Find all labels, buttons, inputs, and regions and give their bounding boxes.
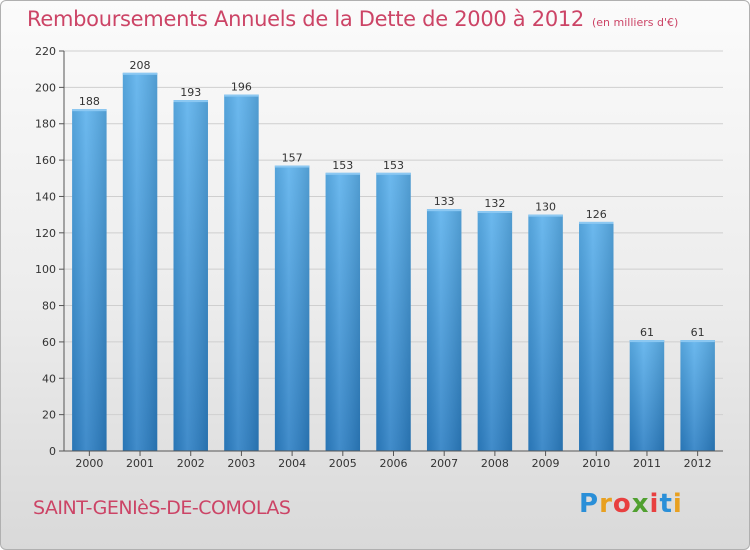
bar-layer <box>72 72 715 452</box>
x-tick-label: 2007 <box>430 457 458 470</box>
bar-top <box>325 172 361 175</box>
x-tick-label: 2000 <box>75 457 103 470</box>
bar-value-label: 61 <box>640 326 654 339</box>
bar-top <box>680 340 715 343</box>
commune-name: SAINT-GENIèS-DE-COMOLAS <box>33 497 291 519</box>
bar-2004 <box>274 165 310 451</box>
bar-top <box>224 94 259 97</box>
y-tick-label: 180 <box>35 118 56 131</box>
bar-value-label: 61 <box>691 326 705 339</box>
bar-shade <box>173 100 208 451</box>
bar-top <box>629 340 665 343</box>
x-tick-label: 2010 <box>582 457 610 470</box>
x-tick-label: 2005 <box>329 457 357 470</box>
bar-value-label: 157 <box>282 152 303 165</box>
x-tick-label: 2011 <box>633 457 661 470</box>
bar-value-label: 126 <box>586 208 607 221</box>
bar-value-label: 153 <box>383 159 404 172</box>
x-tick-label: 2003 <box>227 457 255 470</box>
chart-title-text: Remboursements Annuels de la Dette de 20… <box>27 7 584 31</box>
logo-letter: i <box>649 489 660 519</box>
bar-shade <box>224 94 259 452</box>
bar-shade <box>579 221 614 451</box>
x-tick-label: 2008 <box>481 457 509 470</box>
logo-letter: o <box>612 489 632 519</box>
x-tick-label: 2004 <box>278 457 306 470</box>
x-tick-label: 2006 <box>380 457 408 470</box>
bar-value-label: 196 <box>231 81 252 94</box>
bar-shade <box>680 340 715 451</box>
bar-top <box>122 72 158 75</box>
bar-top <box>579 221 614 224</box>
bar-2005 <box>325 172 361 451</box>
chart-subtitle: (en milliers d'€) <box>592 16 679 29</box>
y-tick-label: 140 <box>35 190 56 203</box>
y-tick-label: 100 <box>35 263 56 276</box>
bar-top <box>72 109 107 112</box>
bar-top <box>274 165 310 168</box>
bar-2002 <box>173 100 208 451</box>
bar-2000 <box>72 109 107 451</box>
bar-value-label: 193 <box>180 86 201 99</box>
x-tick-label: 2002 <box>177 457 205 470</box>
x-tick-label: 2012 <box>684 457 712 470</box>
logo-letter: P <box>579 489 600 519</box>
bar-2010 <box>579 221 614 451</box>
proxiti-logo: Proxiti <box>579 489 683 519</box>
y-tick-label: 20 <box>42 409 56 422</box>
bar-shade <box>72 109 107 451</box>
logo-letter: r <box>599 489 613 519</box>
bar-2001 <box>122 72 158 452</box>
chart-title: Remboursements Annuels de la Dette de 20… <box>27 7 678 31</box>
bar-value-label: 133 <box>434 195 455 208</box>
y-tick-label: 220 <box>35 45 56 58</box>
logo-letter: t <box>659 489 673 519</box>
bar-top <box>376 172 411 175</box>
x-tick-label: 2009 <box>532 457 560 470</box>
x-tick-label: 2001 <box>126 457 154 470</box>
y-tick-label: 40 <box>42 372 56 385</box>
bar-shade <box>528 214 563 451</box>
label-layer: 0 20 40 60 80 100 120 140 160 180 200 220 188 2000 208… <box>35 45 712 470</box>
y-tick-label: 80 <box>42 300 56 313</box>
bar-value-label: 132 <box>484 197 505 210</box>
bar-2007 <box>426 209 462 451</box>
y-tick-label: 120 <box>35 227 56 240</box>
logo-letter: x <box>631 489 650 519</box>
y-tick-label: 200 <box>35 81 56 94</box>
bar-shade <box>325 172 361 451</box>
bar-shade <box>629 340 665 451</box>
bar-value-label: 188 <box>79 95 100 108</box>
bar-value-label: 208 <box>130 59 151 72</box>
bar-shade <box>274 165 310 451</box>
bar-top <box>173 100 208 103</box>
bar-shade <box>426 209 462 451</box>
bar-shade <box>477 211 513 451</box>
y-tick-label: 160 <box>35 154 56 167</box>
y-tick-label: 0 <box>49 445 56 458</box>
bar-2006 <box>376 172 411 451</box>
bar-top <box>477 211 513 213</box>
bar-top <box>528 214 563 217</box>
bar-2008 <box>477 211 513 451</box>
bar-2012 <box>680 340 715 451</box>
bar-shade <box>376 172 411 451</box>
axis-layer <box>59 50 723 456</box>
bar-2011 <box>629 340 665 451</box>
bar-2003 <box>224 94 259 452</box>
y-tick-label: 60 <box>42 336 56 349</box>
bar-2009 <box>528 214 563 451</box>
logo-letter: i <box>672 489 683 519</box>
bar-top <box>426 209 462 212</box>
bar-value-label: 130 <box>535 201 556 214</box>
bar-value-label: 153 <box>332 159 353 172</box>
bar-shade <box>122 72 158 452</box>
